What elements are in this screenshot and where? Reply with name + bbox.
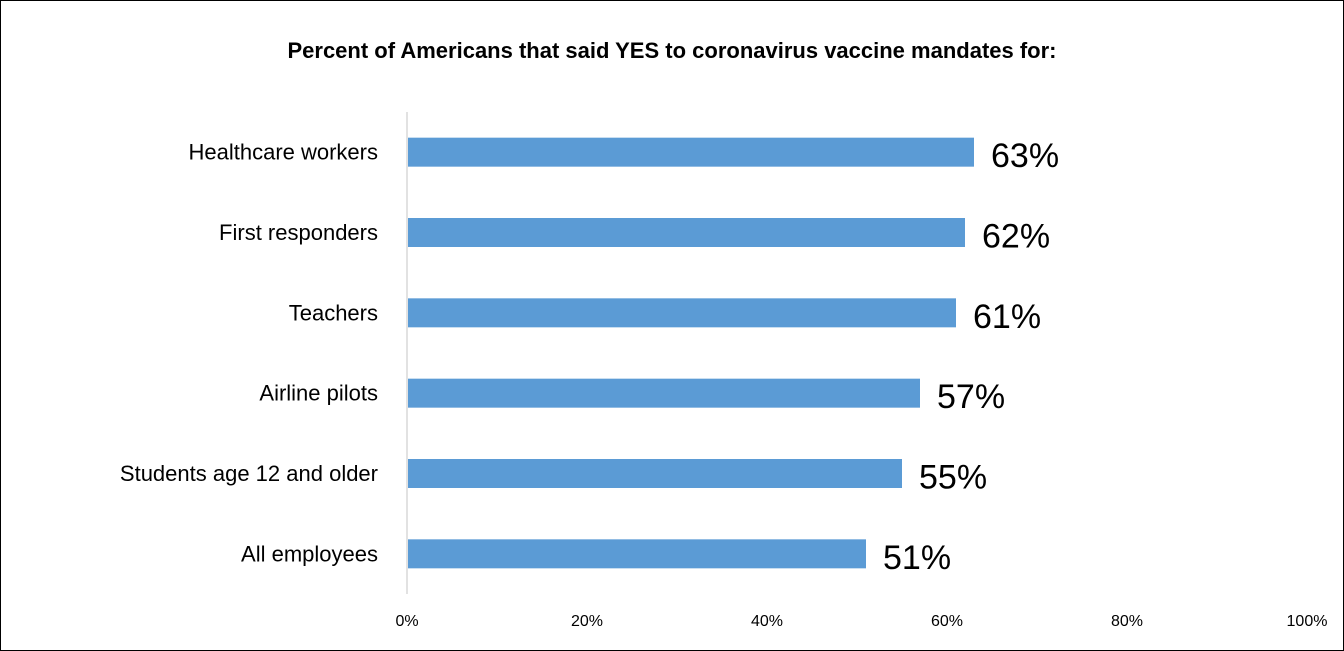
category-label-0: Healthcare workers: [188, 140, 378, 165]
data-label-1: 62%: [982, 218, 1050, 256]
category-label-2: Teachers: [289, 300, 378, 325]
data-label-4: 55%: [919, 459, 987, 497]
x-tick-label-2: 40%: [751, 613, 783, 630]
x-tick-label-1: 20%: [571, 613, 603, 630]
data-label-3: 57%: [937, 378, 1005, 416]
category-label-3: Airline pilots: [259, 381, 378, 406]
bar-4: [408, 459, 902, 488]
chart-title: Percent of Americans that said YES to co…: [287, 38, 1057, 63]
x-tick-label-0: 0%: [395, 613, 418, 630]
bar-1: [408, 218, 965, 247]
category-label-5: All employees: [241, 541, 378, 566]
bar-2: [408, 298, 956, 328]
bar-0: [408, 137, 974, 167]
bar-3: [408, 378, 920, 408]
data-label-5: 51%: [883, 539, 951, 577]
x-tick-label-3: 60%: [931, 613, 963, 630]
x-tick-label-5: 100%: [1287, 613, 1328, 630]
data-label-0: 63%: [991, 137, 1059, 175]
bar-5: [408, 539, 866, 569]
data-label-2: 61%: [973, 298, 1041, 336]
category-label-1: First responders: [219, 220, 378, 245]
x-tick-label-4: 80%: [1111, 613, 1143, 630]
category-label-4: Students age 12 and older: [120, 461, 378, 486]
